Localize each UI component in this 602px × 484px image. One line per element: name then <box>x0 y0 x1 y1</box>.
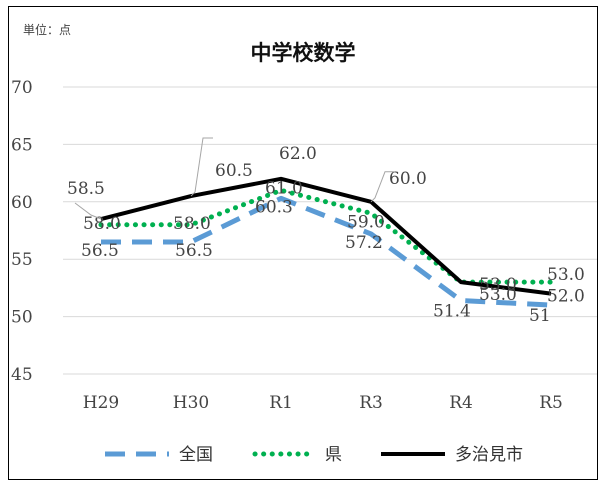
data-label: 57.2 <box>345 233 383 253</box>
leader-line <box>370 171 395 203</box>
legend-label: 多治見市 <box>455 445 523 465</box>
y-tick-label: 60 <box>11 193 33 213</box>
chart-frame: 単位：点 中学校数学 45 50 55 60 65 70 H29 H30 R1 R3 R4 R5 56.… <box>8 6 598 480</box>
y-tick-label: 55 <box>11 250 33 270</box>
x-tick-label: R3 <box>359 393 383 413</box>
line-chart: 45 50 55 60 65 70 H29 H30 R1 R3 R4 R5 56.5 56.5 60.3 57… <box>11 78 597 465</box>
chart-title: 中学校数学 <box>250 41 356 65</box>
data-label: 51.4 <box>433 302 471 322</box>
data-label: 59.0 <box>347 212 385 232</box>
data-label: 51 <box>529 306 551 326</box>
unit-label: 単位：点 <box>23 23 72 37</box>
leader-line <box>190 137 213 197</box>
legend-label: 県 <box>325 445 342 465</box>
data-label: 58.0 <box>173 214 211 234</box>
data-label: 53.0 <box>479 285 517 305</box>
data-label: 60.0 <box>389 169 427 189</box>
leader-line <box>74 202 102 220</box>
data-label: 53.0 <box>547 265 585 285</box>
data-label: 56.5 <box>175 241 213 261</box>
y-tick-label: 65 <box>11 135 33 155</box>
x-tick-label: R1 <box>269 393 293 413</box>
legend-label: 全国 <box>179 445 213 465</box>
data-label: 61.0 <box>265 178 303 198</box>
data-label: 62.0 <box>279 144 317 164</box>
data-label: 58.5 <box>67 179 105 199</box>
y-tick-label: 50 <box>11 308 33 328</box>
data-label: 52.0 <box>547 287 585 307</box>
series-line-1 <box>98 187 554 285</box>
x-tick-label: R5 <box>539 393 563 413</box>
data-label: 56.5 <box>81 241 119 261</box>
y-tick-label: 70 <box>11 78 33 98</box>
data-label: 60.3 <box>255 197 293 217</box>
data-label: 60.5 <box>215 161 253 181</box>
series-line-0 <box>101 195 552 308</box>
series-line-2 <box>100 176 552 296</box>
x-tick-label: H30 <box>173 393 209 413</box>
x-tick-label: R4 <box>449 393 473 413</box>
y-tick-label: 45 <box>11 365 33 385</box>
x-tick-label: H29 <box>83 393 119 413</box>
data-label: 53.0 <box>479 275 517 295</box>
data-label: 58.0 <box>83 214 121 234</box>
